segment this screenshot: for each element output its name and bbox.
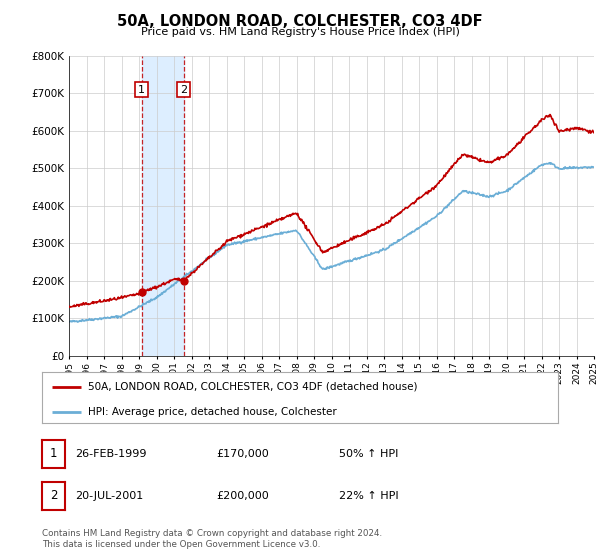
Text: 1: 1 — [50, 447, 57, 460]
Text: 50A, LONDON ROAD, COLCHESTER, CO3 4DF: 50A, LONDON ROAD, COLCHESTER, CO3 4DF — [117, 14, 483, 29]
Text: 20-JUL-2001: 20-JUL-2001 — [75, 491, 143, 501]
Text: HPI: Average price, detached house, Colchester: HPI: Average price, detached house, Colc… — [88, 407, 337, 417]
Text: 2: 2 — [50, 489, 57, 502]
Text: 22% ↑ HPI: 22% ↑ HPI — [339, 491, 398, 501]
Text: 50A, LONDON ROAD, COLCHESTER, CO3 4DF (detached house): 50A, LONDON ROAD, COLCHESTER, CO3 4DF (d… — [88, 381, 418, 391]
Bar — [142, 56, 184, 356]
Text: 50% ↑ HPI: 50% ↑ HPI — [339, 449, 398, 459]
Text: £170,000: £170,000 — [216, 449, 269, 459]
Text: Contains HM Land Registry data © Crown copyright and database right 2024.
This d: Contains HM Land Registry data © Crown c… — [42, 529, 382, 549]
Text: 26-FEB-1999: 26-FEB-1999 — [75, 449, 146, 459]
Text: Price paid vs. HM Land Registry's House Price Index (HPI): Price paid vs. HM Land Registry's House … — [140, 27, 460, 37]
Text: 1: 1 — [138, 85, 145, 95]
Text: £200,000: £200,000 — [216, 491, 269, 501]
Text: 2: 2 — [180, 85, 187, 95]
